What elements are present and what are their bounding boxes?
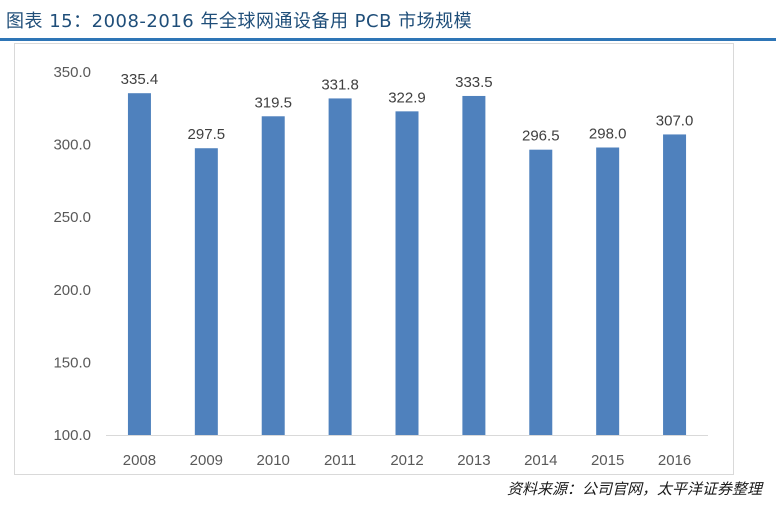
bar-2012 — [395, 111, 419, 436]
x-tick-label: 2015 — [591, 452, 624, 469]
y-tick-label: 350.0 — [53, 64, 91, 81]
title-divider — [0, 38, 776, 41]
data-label: 296.5 — [522, 128, 560, 145]
bar-2010 — [261, 116, 285, 435]
figure-title: 图表 15：2008-2016 年全球网通设备用 PCB 市场规模 — [6, 11, 473, 32]
y-tick-label: 200.0 — [53, 282, 91, 299]
bar-2008 — [127, 93, 151, 435]
data-label: 331.8 — [321, 76, 359, 93]
x-tick-label: 2011 — [324, 452, 356, 469]
data-label: 333.5 — [455, 74, 493, 91]
bar-2009 — [194, 148, 218, 436]
data-label: 307.0 — [656, 112, 694, 129]
x-tick-label: 2012 — [390, 452, 423, 469]
bar-2014 — [529, 149, 553, 435]
data-label: 298.0 — [589, 126, 627, 143]
x-tick-label: 2009 — [190, 452, 223, 469]
bar-2016 — [663, 134, 687, 435]
x-tick-label: 2014 — [524, 452, 557, 469]
data-label: 322.9 — [388, 89, 426, 106]
source-note: 资料来源：公司官网，太平洋证券整理 — [506, 480, 762, 498]
x-tick-label: 2010 — [257, 452, 290, 469]
y-tick-label: 300.0 — [53, 137, 91, 154]
x-tick-label: 2008 — [123, 452, 156, 469]
data-label: 297.5 — [188, 126, 226, 143]
y-tick-label: 100.0 — [53, 427, 91, 444]
y-tick-label: 250.0 — [53, 209, 91, 226]
bar-2015 — [596, 147, 620, 435]
x-tick-label: 2016 — [658, 452, 691, 469]
bar-2013 — [462, 95, 486, 435]
y-tick-label: 150.0 — [53, 354, 91, 371]
bar-2011 — [328, 98, 352, 436]
x-tick-label: 2013 — [457, 452, 490, 469]
data-label: 319.5 — [254, 94, 292, 111]
data-label: 335.4 — [121, 71, 159, 88]
